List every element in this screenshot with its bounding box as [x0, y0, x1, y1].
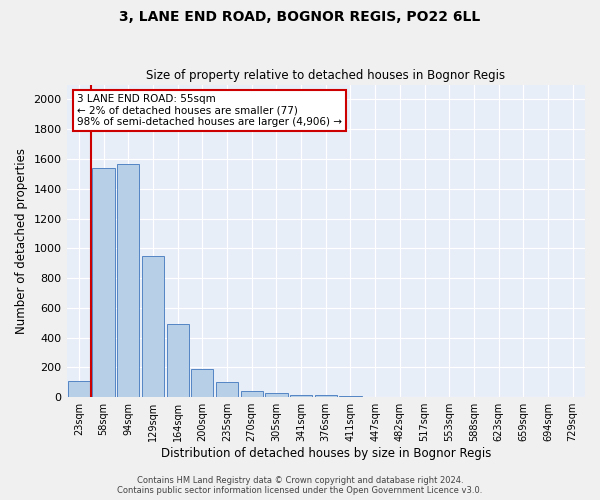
Y-axis label: Number of detached properties: Number of detached properties [15, 148, 28, 334]
Text: 3 LANE END ROAD: 55sqm
← 2% of detached houses are smaller (77)
98% of semi-deta: 3 LANE END ROAD: 55sqm ← 2% of detached … [77, 94, 342, 127]
Bar [290, 394, 312, 397]
Bar [241, 390, 263, 397]
Bar [191, 369, 214, 397]
Bar [340, 396, 362, 397]
Text: 3, LANE END ROAD, BOGNOR REGIS, PO22 6LL: 3, LANE END ROAD, BOGNOR REGIS, PO22 6LL [119, 10, 481, 24]
Bar [167, 324, 189, 397]
Bar [92, 168, 115, 397]
Bar [68, 381, 90, 397]
Bar [142, 256, 164, 397]
Bar [314, 395, 337, 397]
Text: Contains HM Land Registry data © Crown copyright and database right 2024.
Contai: Contains HM Land Registry data © Crown c… [118, 476, 482, 495]
Title: Size of property relative to detached houses in Bognor Regis: Size of property relative to detached ho… [146, 69, 505, 82]
Bar [117, 164, 139, 397]
Bar [265, 394, 287, 397]
Bar [216, 382, 238, 397]
X-axis label: Distribution of detached houses by size in Bognor Regis: Distribution of detached houses by size … [161, 447, 491, 460]
